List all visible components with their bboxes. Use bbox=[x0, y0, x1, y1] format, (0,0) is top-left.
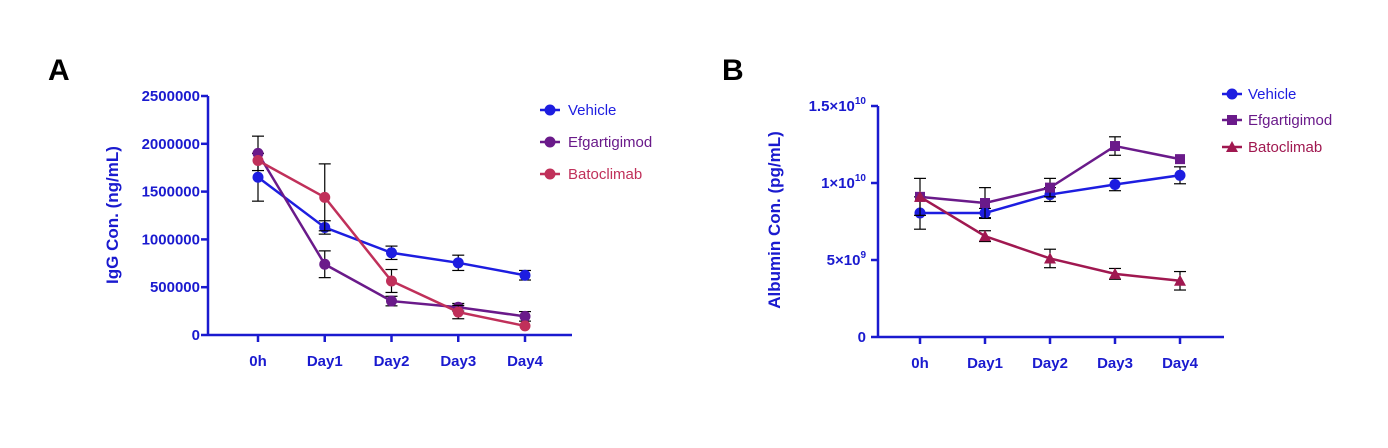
y-tick-label: 500000 bbox=[150, 279, 200, 296]
data-point bbox=[980, 198, 990, 209]
series-efgartigimod bbox=[252, 135, 531, 322]
data-point bbox=[1174, 169, 1186, 181]
data-point bbox=[452, 257, 464, 269]
data-point bbox=[1110, 141, 1120, 152]
data-point bbox=[519, 310, 531, 322]
legend-marker bbox=[1226, 88, 1238, 100]
data-point bbox=[319, 258, 331, 270]
data-point bbox=[1175, 154, 1185, 165]
data-point bbox=[1045, 182, 1055, 193]
data-point bbox=[1109, 267, 1121, 279]
data-point bbox=[252, 155, 264, 167]
y-axis-title: Albumin Con. (pg/mL) bbox=[765, 131, 784, 309]
series-efgartigimod bbox=[914, 136, 1185, 220]
legend-marker bbox=[1227, 115, 1237, 125]
y-tick-label: 1.5×1010 bbox=[809, 96, 867, 115]
x-tick-label: Day3 bbox=[440, 353, 476, 370]
data-point bbox=[1174, 274, 1186, 286]
data-point bbox=[386, 247, 397, 259]
data-point bbox=[914, 190, 926, 202]
y-axis-title: IgG Con. (ng/mL) bbox=[103, 146, 122, 284]
data-point bbox=[1109, 179, 1121, 191]
data-point bbox=[519, 269, 531, 281]
x-tick-label: Day4 bbox=[507, 353, 544, 370]
data-point bbox=[1044, 252, 1056, 264]
series-batoclimab bbox=[252, 155, 531, 332]
x-tick-label: Day1 bbox=[307, 353, 343, 370]
legend-marker bbox=[544, 136, 556, 148]
legend-label: Vehicle bbox=[568, 102, 616, 119]
y-tick-label: 2000000 bbox=[142, 136, 200, 153]
y-tick-label: 1500000 bbox=[142, 184, 200, 201]
y-tick-label: 1×1010 bbox=[821, 173, 866, 192]
data-point bbox=[452, 306, 464, 318]
panel-b: B 0 5×109 1×1010 1.5×1010 0h Day1 Day2 Day3 Day4… bbox=[722, 54, 1332, 372]
x-tick-label: 0h bbox=[911, 355, 929, 372]
data-point bbox=[519, 320, 531, 332]
x-tick-label: Day4 bbox=[1162, 355, 1199, 372]
legend-label: Efgartigimod bbox=[1248, 112, 1332, 129]
x-tick-label: 0h bbox=[249, 353, 267, 370]
data-point bbox=[386, 275, 397, 287]
series-vehicle bbox=[252, 152, 531, 281]
data-point bbox=[319, 191, 331, 203]
panel-b-letter: B bbox=[722, 54, 744, 87]
y-tick-label: 2500000 bbox=[142, 88, 200, 105]
legend-marker bbox=[544, 168, 556, 180]
y-tick-label: 0 bbox=[192, 327, 200, 344]
y-tick-label: 5×109 bbox=[827, 250, 867, 269]
legend-label: Vehicle bbox=[1248, 86, 1296, 103]
series-vehicle bbox=[914, 166, 1186, 230]
legend-marker bbox=[544, 104, 556, 116]
data-point bbox=[252, 171, 264, 183]
x-tick-label: Day3 bbox=[1097, 355, 1133, 372]
panel-a: A 0 500000 1000000 1500000 2000000 2500000 0h D… bbox=[48, 54, 652, 370]
x-tick-label: Day2 bbox=[1032, 355, 1068, 372]
y-tick-label: 0 bbox=[858, 329, 866, 346]
legend-label: Batoclimab bbox=[568, 166, 642, 183]
y-tick-label: 1000000 bbox=[142, 231, 200, 248]
legend-label: Efgartigimod bbox=[568, 134, 652, 151]
x-tick-label: Day1 bbox=[967, 355, 1003, 372]
series-batoclimab bbox=[914, 190, 1186, 291]
panel-a-letter: A bbox=[48, 54, 70, 87]
data-point bbox=[979, 230, 991, 242]
legend-label: Batoclimab bbox=[1248, 139, 1322, 156]
series-line bbox=[257, 176, 526, 277]
x-tick-label: Day2 bbox=[374, 353, 410, 370]
legend-marker bbox=[1226, 141, 1238, 152]
data-point bbox=[386, 295, 397, 307]
